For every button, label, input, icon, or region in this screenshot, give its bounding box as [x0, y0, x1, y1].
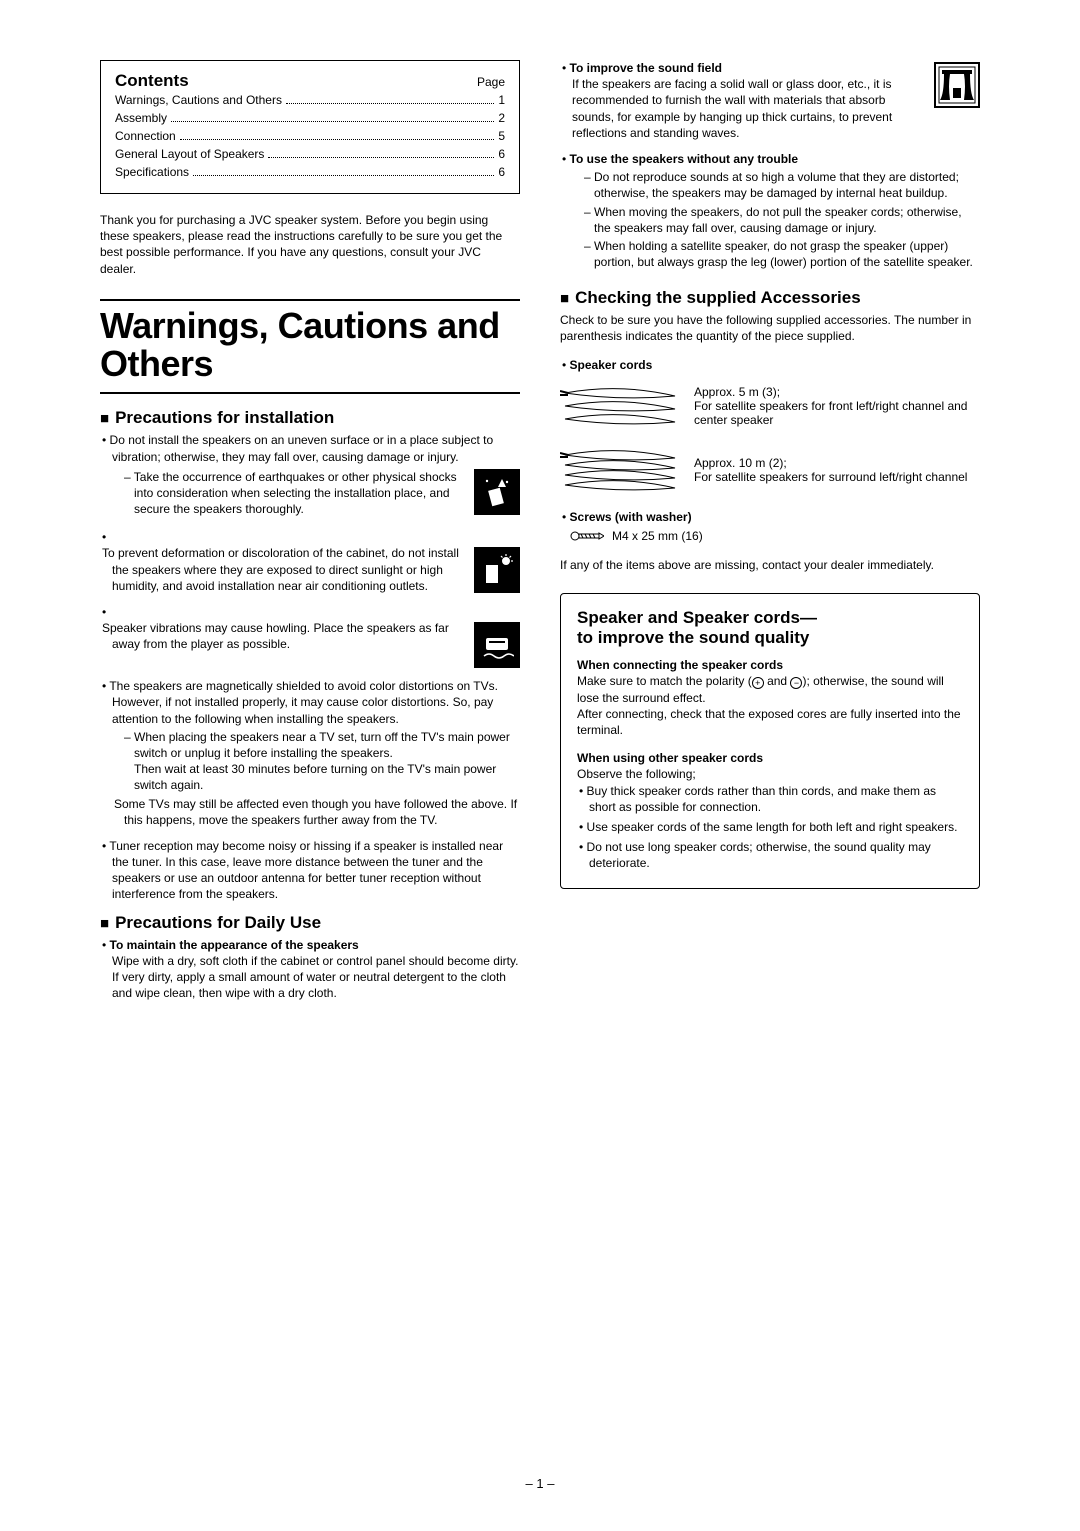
contents-box: Contents Page Warnings, Cautions and Oth… — [100, 60, 520, 194]
toc-row: Warnings, Cautions and Others1 — [115, 91, 505, 109]
install-list: Do not install the speakers on an uneven… — [100, 432, 520, 902]
section-precautions-install: ■Precautions for installation — [100, 408, 520, 428]
main-heading: Warnings, Cautions and Others — [100, 299, 520, 395]
left-column: Contents Page Warnings, Cautions and Oth… — [100, 60, 520, 1011]
shock-icon — [474, 469, 520, 515]
plus-icon: + — [752, 677, 764, 689]
sunlight-icon — [474, 547, 520, 593]
curtain-icon — [934, 62, 980, 108]
speaker-cords-box: Speaker and Speaker cords— to improve th… — [560, 593, 980, 888]
contents-title: Contents — [115, 71, 189, 91]
section-daily-use: ■Precautions for Daily Use — [100, 913, 520, 933]
toc-row: General Layout of Speakers6 — [115, 145, 505, 163]
cord-icon — [560, 381, 680, 431]
screw-row: M4 x 25 mm (16) — [570, 529, 980, 543]
toc-row: Assembly2 — [115, 109, 505, 127]
section-accessories: ■Checking the supplied Accessories — [560, 288, 980, 308]
speaker-cord-row: Approx. 10 m (2); For satellite speakers… — [560, 445, 980, 495]
page-number: – 1 – — [0, 1476, 1080, 1491]
two-column-layout: Contents Page Warnings, Cautions and Oth… — [100, 60, 980, 1011]
screw-icon — [570, 529, 604, 543]
toc-row: Connection5 — [115, 127, 505, 145]
right-column: To improve the sound field If the speake… — [560, 60, 980, 1011]
vibration-icon — [474, 622, 520, 668]
speaker-cord-row: Approx. 5 m (3); For satellite speakers … — [560, 381, 980, 431]
toc-row: Specifications6 — [115, 163, 505, 181]
cord-icon — [560, 445, 680, 495]
contents-page-label: Page — [477, 75, 505, 89]
minus-icon: − — [790, 677, 802, 689]
intro-paragraph: Thank you for purchasing a JVC speaker s… — [100, 212, 520, 277]
